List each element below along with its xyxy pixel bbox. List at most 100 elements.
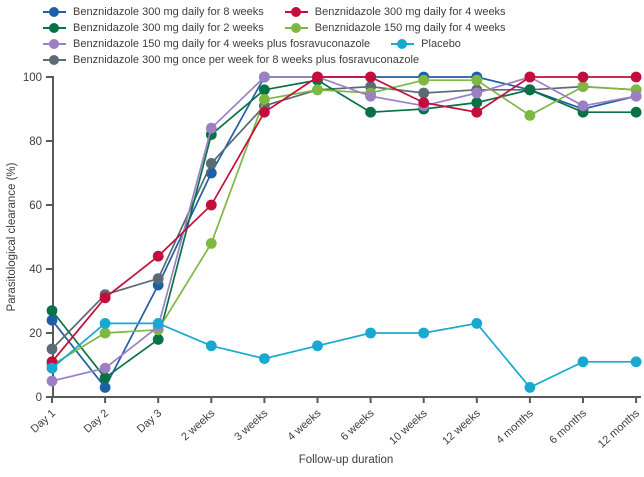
axes: 0 20 40 60 80 100 Day 1 Day 2 Day 3 2 weeks 3 week… xyxy=(23,72,643,451)
legend-label: Benznidazole 300 mg daily for 4 weeks xyxy=(314,6,506,18)
chart-legend: Benznidazole 300 mg daily for 8 weeks Ben… xyxy=(43,4,641,68)
legend-label: Benznidazole 150 mg daily for 4 weeks xyxy=(314,22,506,34)
x-tick-label: 4 weeks xyxy=(285,407,323,443)
data-point xyxy=(365,106,376,118)
legend-series-marker-icon xyxy=(43,6,66,18)
legend-row: Benznidazole 300 mg daily for 8 weeks Ben… xyxy=(43,4,641,20)
data-point xyxy=(524,110,536,121)
series-6 xyxy=(46,81,642,355)
x-tick-label: 6 months xyxy=(547,407,589,447)
data-point xyxy=(577,71,589,83)
x-tick-label: 12 weeks xyxy=(440,407,483,447)
data-point xyxy=(99,372,111,384)
legend-series-marker-icon xyxy=(43,38,66,50)
data-point xyxy=(312,340,323,352)
data-point xyxy=(46,343,58,355)
y-tick-label: 80 xyxy=(29,136,42,148)
data-point xyxy=(259,94,270,105)
data-point xyxy=(524,71,536,83)
data-point xyxy=(471,97,483,108)
legend-item: Benznidazole 300 mg once per week for 8 … xyxy=(43,54,419,66)
series-line xyxy=(51,79,637,366)
x-tick-label: Day 3 xyxy=(135,407,164,435)
data-point xyxy=(259,84,270,96)
data-point xyxy=(471,106,483,118)
data-point xyxy=(205,238,217,249)
data-point xyxy=(46,375,58,387)
y-axis-title: Parasitological clearance (%) xyxy=(6,162,18,311)
y-tick-label: 60 xyxy=(29,200,42,212)
data-point xyxy=(524,84,536,96)
data-point xyxy=(205,340,217,352)
data-point xyxy=(99,382,111,393)
series-line xyxy=(51,76,637,363)
legend-dot-icon xyxy=(49,39,59,49)
legend-series-marker-icon xyxy=(43,54,66,66)
data-point xyxy=(205,122,217,134)
legend-dot-icon xyxy=(290,23,301,33)
data-point xyxy=(152,273,164,284)
data-point xyxy=(365,327,376,339)
legend-label: Benznidazole 300 mg once per week for 8 … xyxy=(73,54,420,66)
series-line xyxy=(51,79,637,379)
data-point xyxy=(471,74,483,86)
x-tick-label: Day 2 xyxy=(82,407,111,435)
legend-item: Benznidazole 300 mg daily for 2 weeks xyxy=(43,22,264,34)
series-5 xyxy=(46,318,642,393)
data-point xyxy=(577,81,589,92)
x-tick-label: Day 1 xyxy=(29,407,58,435)
data-point xyxy=(471,87,483,99)
data-point xyxy=(99,318,111,329)
series-line xyxy=(51,322,637,389)
legend-item: Placebo xyxy=(391,38,461,50)
legend-series-marker-icon xyxy=(391,38,415,50)
legend-series-marker-icon xyxy=(43,22,66,34)
x-tick-label: 12 months xyxy=(596,407,643,451)
legend-dot-icon xyxy=(290,7,301,17)
y-tick-label: 40 xyxy=(29,264,42,276)
series-2 xyxy=(46,74,642,384)
data-point xyxy=(46,314,58,326)
data-point xyxy=(630,71,642,83)
data-point xyxy=(524,382,536,393)
legend-series-marker-icon xyxy=(284,6,308,18)
y-tick-label: 20 xyxy=(29,328,42,340)
data-point xyxy=(365,71,376,83)
data-point xyxy=(259,71,270,83)
legend-dot-icon xyxy=(49,55,59,65)
legend-label: Benznidazole 300 mg daily for 8 weeks xyxy=(73,6,264,18)
data-point xyxy=(630,106,642,118)
data-point xyxy=(577,100,589,112)
y-tick-label: 100 xyxy=(23,72,42,84)
data-point xyxy=(259,106,270,118)
legend-label: Benznidazole 300 mg daily for 2 weeks xyxy=(73,22,264,34)
data-point xyxy=(46,305,58,316)
data-point xyxy=(312,84,323,96)
data-point xyxy=(205,199,217,211)
data-point xyxy=(312,71,323,83)
x-tick-label: 6 weeks xyxy=(339,407,377,443)
data-point xyxy=(152,318,164,329)
legend-label: Benznidazole 150 mg daily for 4 weeks pl… xyxy=(73,38,371,50)
data-point xyxy=(99,327,111,339)
legend-item: Benznidazole 300 mg daily for 4 weeks xyxy=(284,6,506,18)
data-point xyxy=(99,362,111,374)
legend-row: Benznidazole 300 mg once per week for 8 … xyxy=(43,52,641,68)
data-point xyxy=(418,97,430,108)
x-axis-title: Follow-up duration xyxy=(299,454,394,466)
x-tick-label: 2 weeks xyxy=(179,407,217,443)
legend-row: Benznidazole 300 mg daily for 2 weeks Ben… xyxy=(43,20,641,36)
data-point xyxy=(365,90,376,102)
legend-dot-icon xyxy=(397,39,408,49)
legend-item: Benznidazole 150 mg daily for 4 weeks xyxy=(284,22,506,34)
series-layer xyxy=(46,71,642,393)
data-point xyxy=(630,90,642,102)
data-point xyxy=(577,356,589,368)
legend-item: Benznidazole 150 mg daily for 4 weeks pl… xyxy=(43,38,370,50)
x-tick-label: 10 weeks xyxy=(387,407,430,447)
x-tick-label: 3 weeks xyxy=(232,407,270,443)
data-point xyxy=(205,158,217,169)
data-point xyxy=(630,356,642,368)
